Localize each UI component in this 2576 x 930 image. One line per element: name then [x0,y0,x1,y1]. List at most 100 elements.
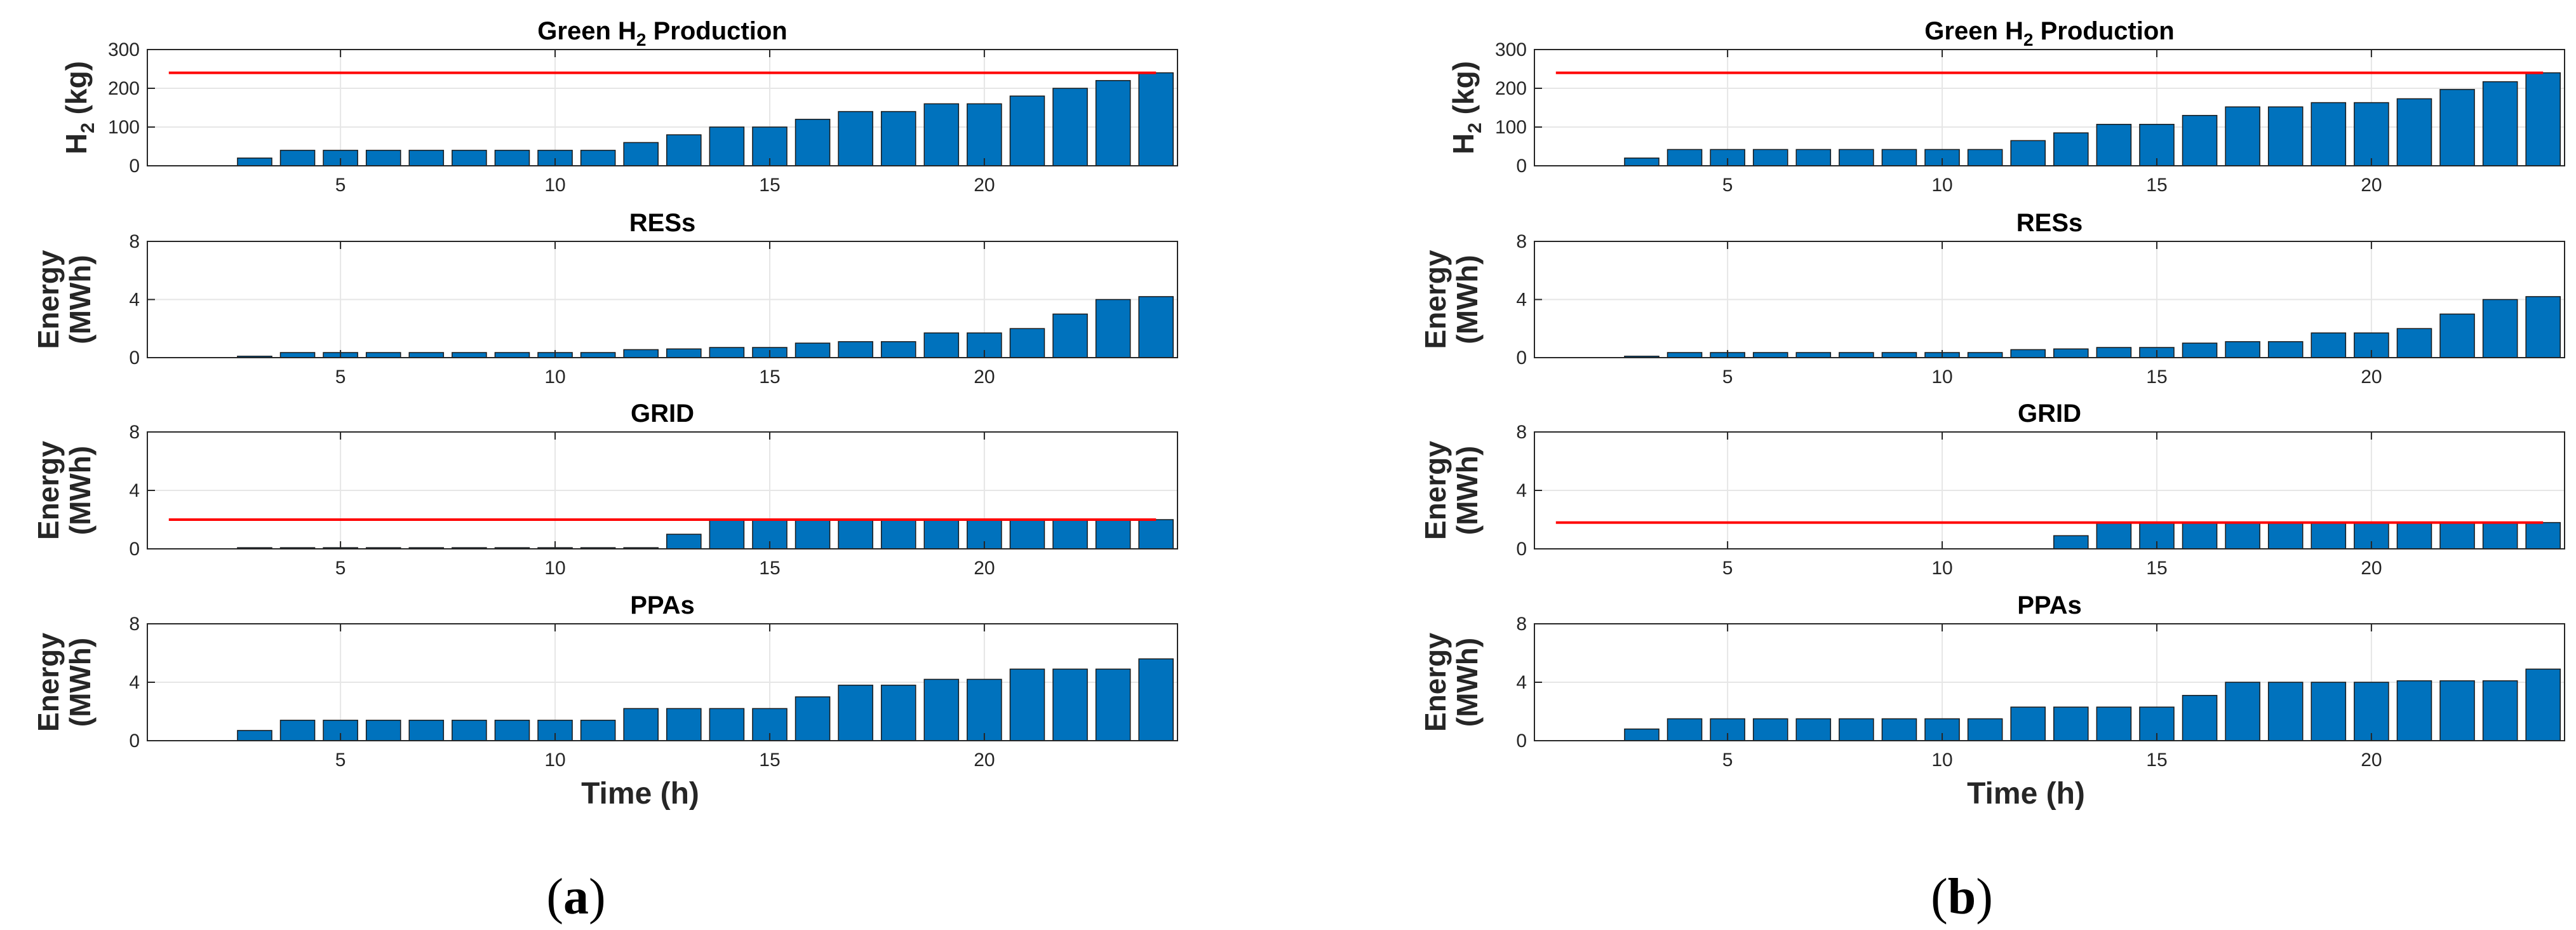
chart-a-2-bar-18 [880,341,916,358]
chart-b-2-title: RESs [2016,209,2083,237]
chart-b-1-bar-20 [2354,102,2389,166]
chart-b-1-xtick-label-10: 10 [1931,175,1952,196]
chart-a-4-xtick-label-5: 5 [335,750,346,771]
chart-a-3-xtick-label-20: 20 [974,558,995,579]
chart-b-3-bar-18 [2267,522,2304,549]
chart-a-1-ytick-label-0: 0 [129,156,140,177]
chart-a-3-bar-22 [1052,519,1088,549]
chart-b-2-xtick-label-5: 5 [1722,367,1733,388]
chart-a-3-ytick-label-4: 4 [129,480,140,501]
chart-b-2-bar-22 [2439,313,2475,358]
chart-a-4-bar-8 [452,720,487,741]
chart-a-2-bar-9 [494,352,530,358]
chart-a-3-title: GRID [631,400,694,428]
chart-b-1-bar-22 [2439,89,2475,166]
chart-a-4-ytick-label-0: 0 [129,731,140,751]
chart-a-2-ytick-label-8: 8 [129,231,140,252]
chart-a-4-xtick-label-20: 20 [974,750,995,771]
chart-b-1-ylabel: H2 (kg) [1447,61,1486,154]
chart-a-2-xtick-label-20: 20 [974,367,995,388]
chart-a-1-bar-17 [838,111,873,166]
chart-a-2-bar-4 [279,352,316,358]
chart-a-3-xtick-label-15: 15 [759,558,780,579]
chart-a-1-ytick-label-300: 300 [108,39,140,60]
chart-a-3-xtick-label-5: 5 [335,558,346,579]
chart-a-1-bar-24 [1138,72,1174,166]
chart-b-1-ytick-label-100: 100 [1495,117,1527,138]
chart-a-4-bar-3 [237,730,272,741]
chart-a-2-xtick-label-10: 10 [544,367,565,388]
chart-b-2-bar-16 [2182,342,2218,358]
chart-a-1-xtick-label-15: 15 [759,175,780,196]
chart-a-3-ytick-label-8: 8 [129,422,140,443]
chart-b-2-bar-13 [2053,348,2089,358]
chart-a-1-axes-box [147,49,1178,166]
chart-a-3: 5 10 15 20 0 4 8 GRID Energy(MWh) [32,400,1178,579]
chart-a-2-bar-11 [580,352,616,358]
chart-b-2-xtick-label-20: 20 [2361,367,2382,388]
chart-a-4-bar-13 [666,708,702,741]
chart-b-4-bar-21 [2396,680,2432,741]
chart-b-3-bar-22 [2439,522,2475,549]
chart-b-1-ytick-label-0: 0 [1516,156,1527,177]
chart-b-3-bar-14 [2096,522,2132,549]
chart-a-3-bar-17 [838,519,873,549]
chart-b-2-bar-12 [2010,349,2046,358]
chart-a-2-xtick-label-15: 15 [759,367,780,388]
chart-a-3-bar-19 [923,519,960,549]
chart-b-2: 5 10 15 20 0 4 8 RESs Energy(MWh) [1419,209,2565,388]
chart-b-1-title: Green H2 Production [1924,17,2174,50]
chart-b-1-bar-11 [1967,149,2003,166]
chart-b-2-bar-23 [2482,299,2518,358]
chart-b-4-bar-13 [2053,706,2089,741]
chart-b-2-bar-19 [2311,332,2347,358]
chart-b-4-xtick-label-5: 5 [1722,750,1733,771]
chart-a-2-bar-12 [623,349,659,358]
chart-a-4-bar-14 [709,708,745,741]
chart-a-1-bar-14 [709,126,745,166]
chart-a-4-title: PPAs [630,591,695,619]
chart-b-2-bar-6 [1752,352,1788,358]
chart-b-4-xtick-label-10: 10 [1931,750,1952,771]
chart-a-1-bar-23 [1095,80,1131,166]
chart-b-3-ytick-label-8: 8 [1516,422,1527,443]
chart-a-1-bar-21 [1009,95,1045,166]
chart-a-4-bar-18 [880,684,916,741]
chart-b-3-bar-21 [2396,522,2432,549]
chart-b-2-ylabel: Energy(MWh) [1419,250,1484,349]
chart-b-3-ytick-label-4: 4 [1516,480,1527,501]
chart-a-4-bar-11 [580,720,616,741]
chart-b-4-ytick-label-4: 4 [1516,672,1527,693]
chart-a-1-bar-8 [452,149,487,166]
chart-b-4-bar-14 [2096,706,2132,741]
chart-b-4: 5 10 15 20 0 4 8 PPAs Energy(MWh) [1419,591,2565,771]
chart-b-3-bar-19 [2311,522,2347,549]
chart-a-1-bar-11 [580,149,616,166]
chart-a-1-bar-9 [494,149,530,166]
chart-a-4-bar-16 [795,696,831,741]
chart-a-4-ytick-label-8: 8 [129,614,140,635]
chart-b-1-axes-box [1534,49,2565,166]
chart-a-1-xtick-label-5: 5 [335,175,346,196]
chart-b-3: 5 10 15 20 0 4 8 GRID Energy(MWh) [1419,400,2565,579]
chart-a-4-ylabel: Energy(MWh) [32,633,97,732]
chart-a-2-bar-17 [838,341,873,358]
chart-b-4-xtick-label-15: 15 [2146,750,2167,771]
chart-b-2-bar-8 [1839,352,1874,358]
chart-a-4-bar-6 [365,720,401,741]
chart-b-1-bar-13 [2053,132,2089,166]
chart-b-4-title: PPAs [2017,591,2082,619]
chart-b-1-bar-8 [1839,149,1874,166]
chart-a-3-xtick-label-10: 10 [544,558,565,579]
chart-b-1-bar-24 [2525,72,2561,166]
chart-b-1-bar-19 [2311,102,2347,166]
chart-b-4-bar-3 [1624,728,1660,741]
chart-a-4-bar-19 [923,678,960,741]
chart-b-1-bar-23 [2482,81,2518,166]
chart-b-1-xtick-label-20: 20 [2361,175,2382,196]
chart-a-1-bar-22 [1052,88,1088,166]
chart-a-3-bar-14 [709,519,745,549]
chart-a-4-bar-24 [1138,658,1174,741]
chart-a-2-bar-14 [709,347,745,358]
